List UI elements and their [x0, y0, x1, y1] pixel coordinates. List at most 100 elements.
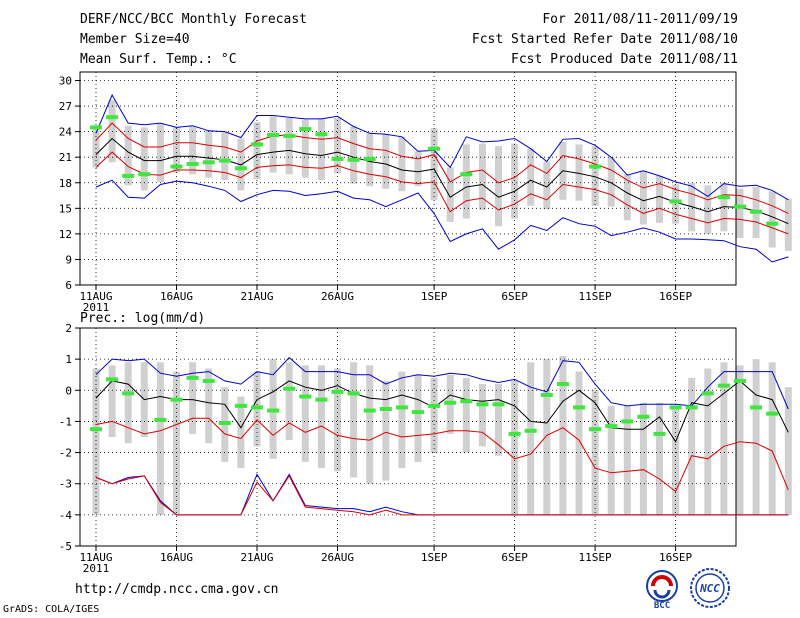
prec-observed-mark	[750, 405, 763, 410]
prec-lower-red-line	[95, 474, 789, 516]
prec-observed-mark	[573, 405, 585, 410]
header-right: For 2011/08/11-2011/09/19 Fcst Started R…	[472, 10, 738, 70]
temp-observed-mark	[669, 199, 682, 204]
prec-spread-bar	[414, 374, 422, 462]
temp-observed-mark	[106, 115, 119, 120]
prec-spread-bar	[108, 365, 116, 437]
temp-spread-bar	[140, 127, 148, 191]
produced-date: Fcst Produced Date 2011/08/11	[511, 52, 738, 67]
prec-spread-bar	[704, 368, 712, 515]
temp-observed-mark	[299, 127, 312, 132]
temp-observed-mark	[138, 172, 151, 177]
temperature-panel: 6 9 12 15 18 21 24 27 30 11AUG 16AUG 21AUG 26AUG 1SEP…	[59, 71, 792, 314]
variable-label: Mean Surf. Temp.: °C	[80, 52, 237, 67]
prec-spread-bar	[784, 387, 792, 515]
temp-ytick-label: 9	[65, 253, 72, 266]
temp-ytick-label: 18	[59, 177, 72, 190]
prec-spread-bar	[768, 362, 776, 515]
prec-observed-mark	[106, 377, 119, 382]
temp-spread-bar	[253, 122, 261, 180]
prec-upper-line	[95, 380, 789, 443]
prec-spread-bar	[575, 371, 583, 515]
temp-spread-bar	[768, 191, 776, 248]
temp-spread-bar	[398, 136, 406, 192]
prec-xtick-label: 11SEP	[579, 551, 612, 564]
temp-spread-bar	[414, 151, 422, 187]
temp-spread-bar	[462, 144, 470, 219]
temp-year-label: 2011	[83, 301, 110, 314]
temp-spread-bar	[221, 131, 229, 181]
prec-xtick-label: 1SEP	[421, 551, 448, 564]
prec-spread-bar	[334, 368, 341, 472]
prec-spread-bar	[92, 368, 100, 515]
prec-observed-mark	[540, 392, 553, 397]
temp-ytick-label: 24	[59, 126, 73, 139]
temp-observed-mark	[717, 195, 730, 200]
temp-observed-mark	[750, 209, 763, 214]
prec-observed-mark	[331, 389, 344, 394]
prec-observed-mark	[122, 391, 135, 396]
temp-ytick-label: 15	[59, 202, 72, 215]
prec-observed-mark	[234, 403, 247, 408]
prec-spread-bar	[623, 405, 631, 515]
temp-xtick-label: 11SEP	[579, 290, 612, 303]
temp-spread-bar	[607, 157, 615, 207]
prec-observed-mark	[379, 406, 392, 411]
prec-spread-bar	[543, 359, 551, 515]
prec-observed-mark	[428, 403, 441, 408]
temp-observed-mark	[202, 160, 215, 165]
temp-ytick-label: 21	[59, 151, 72, 164]
prec-observed-mark	[734, 378, 746, 383]
prec-observed-mark	[283, 386, 296, 391]
temp-frame	[79, 71, 737, 286]
prec-observed-mark	[701, 391, 714, 396]
ncc-logo: NCC	[690, 568, 730, 608]
prec-spread-bar	[639, 402, 647, 515]
prec-observed-mark	[556, 382, 569, 387]
member-size: Member Size=40	[80, 32, 190, 47]
temp-xtick-label: 21AUG	[240, 290, 273, 303]
temp-spread-bar	[478, 143, 486, 211]
prec-spread-bar	[527, 362, 535, 515]
prec-spread-bar	[382, 380, 390, 481]
temp-observed-mark	[283, 133, 296, 138]
prec-spread-bar	[189, 362, 197, 434]
prec-spread-bar	[511, 380, 519, 515]
temp-spread-bar	[189, 126, 197, 175]
temp-spread-bar	[736, 188, 744, 239]
chart-title: DERF/NCC/BCC Monthly Forecast	[80, 12, 307, 27]
prec-observed-mark	[685, 405, 698, 410]
prec-spread-bar	[656, 402, 663, 515]
temp-spread-bar	[173, 127, 180, 173]
prec-spread-bar	[398, 371, 406, 469]
prec-year-label: 2011	[83, 562, 110, 575]
prec-observed-mark	[412, 410, 424, 415]
prec-xtick-label: 16AUG	[160, 551, 193, 564]
temp-spread-bar	[285, 118, 293, 175]
prec-observed-mark	[605, 424, 618, 429]
prec-observed-mark	[299, 394, 312, 399]
footer-url[interactable]: http://cmdp.ncc.cma.gov.cn	[75, 582, 279, 597]
prec-observed-mark	[766, 411, 779, 416]
temp-ytick-label: 27	[59, 100, 72, 113]
ncc-logo-text: NCC	[699, 582, 720, 595]
prec-observed-mark	[508, 431, 521, 436]
prec-spread-bar	[156, 362, 164, 515]
temp-spread-bar	[446, 167, 454, 222]
temp-observed-mark	[234, 166, 247, 171]
prec-observed-mark	[460, 399, 473, 404]
temp-xtick-label: 16AUG	[160, 290, 193, 303]
temp-ytick-label: 30	[59, 75, 72, 88]
prec-spread-bar	[237, 396, 245, 469]
prec-spread-bar	[559, 356, 567, 515]
prec-spread-bar	[478, 384, 486, 447]
prec-observed-mark	[444, 400, 457, 405]
temp-spread-bar	[108, 100, 116, 163]
temp-spread-bar	[527, 148, 535, 206]
temp-max-line	[95, 93, 789, 201]
started-date: Fcst Started Refer Date 2011/08/10	[471, 32, 738, 47]
temp-observed-mark	[267, 133, 280, 138]
prec-spread-bar	[205, 368, 213, 444]
temp-spread-bar	[124, 125, 132, 186]
temp-spread-bar	[92, 128, 100, 168]
